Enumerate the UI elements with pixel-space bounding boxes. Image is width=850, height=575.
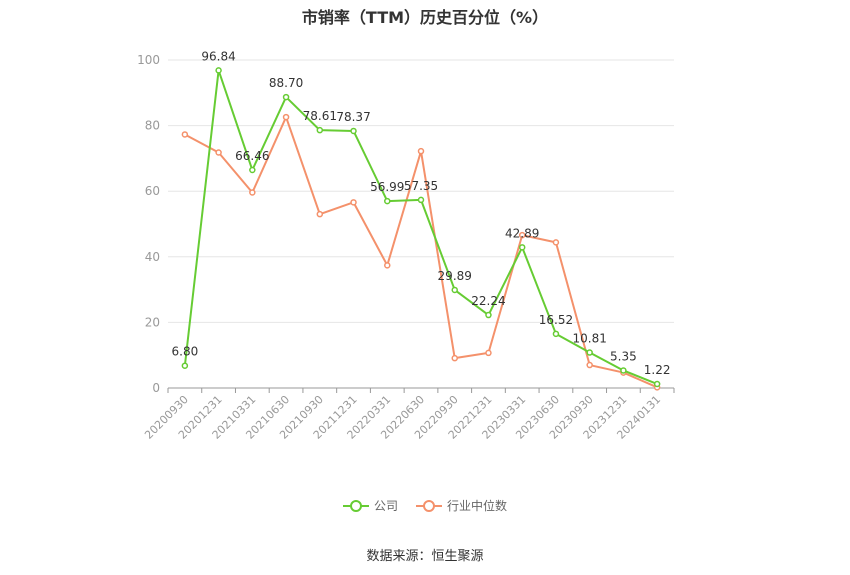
y-tick-label: 40 [145,250,160,264]
data-source: 数据来源：恒生聚源 [366,549,484,564]
y-tick-label: 20 [145,315,160,329]
data-label: 56.99 [370,180,404,194]
data-point-company [417,196,425,204]
data-point-company [620,367,627,374]
y-tick-label: 100 [137,53,160,67]
data-label: 16.52 [539,313,573,327]
data-point-company [181,362,189,369]
data-point-industry-median [249,189,256,196]
data-point-company [215,67,222,74]
x-axis [167,387,675,393]
legend-label-company: 公司 [373,499,398,513]
data-point-industry-median [586,361,593,369]
data-point-company [653,380,661,388]
data-point-company [350,127,357,135]
y-tick-label: 0 [152,381,160,395]
data-point-company [282,93,290,101]
data-point-company [316,126,324,134]
y-tick-label: 80 [145,119,160,133]
data-label: 22.24 [471,294,505,308]
data-point-industry-median [215,149,222,156]
data-point-industry-median [384,262,391,269]
x-axis-tick-labels: 2020093020201231202103312021063020210930… [142,393,663,442]
data-point-industry-median [417,147,425,155]
data-label: 96.84 [201,49,235,63]
series-lines [181,67,661,391]
data-point-industry-median [350,199,357,206]
chart-title: 市销率（TTM）历史百分位（%） [301,8,549,27]
data-point-company [485,311,492,319]
y-axis-tick-labels: 0 20 40 60 80 100 [137,53,160,395]
data-point-company [586,349,593,356]
data-label: 5.35 [610,349,637,363]
series-company [181,67,661,388]
legend-label-industry-median: 行业中位数 [447,499,508,513]
data-label: 66.46 [235,149,269,163]
data-labels: 6.80 96.84 66.46 88.70 78.61 78.37 56.99 57.35 2… [172,49,671,377]
data-point-industry-median [282,113,290,121]
data-label: 78.37 [336,110,370,124]
data-label: 57.35 [404,179,438,193]
grid-lines [168,59,674,323]
y-tick-label: 60 [145,184,160,198]
data-point-industry-median [181,131,189,138]
data-point-industry-median [552,239,560,246]
data-label: 1.22 [644,363,671,377]
data-point-company [384,197,391,205]
legend-item-company[interactable]: 公司 [342,497,398,514]
legend-item-industry-median[interactable]: 行业中位数 [416,497,507,514]
series-industry-median [181,113,661,391]
data-label: 42.89 [505,226,539,240]
data-label: 29.89 [438,269,472,283]
data-point-company [552,330,560,338]
data-point-company [518,244,526,251]
legend-swatch-company [342,499,369,512]
data-label: 78.61 [303,109,337,123]
legend-swatch-industry-median [416,499,442,512]
legend: 公司 行业中位数 [0,497,850,514]
data-point-industry-median [518,231,526,239]
data-point-company [451,286,458,294]
data-point-industry-median [485,349,492,357]
data-label: 88.70 [269,76,303,90]
data-point-company [249,166,256,174]
data-label: 6.80 [172,345,199,359]
data-point-industry-median [451,354,458,362]
data-point-industry-median [316,210,324,218]
data-label: 10.81 [572,332,606,346]
